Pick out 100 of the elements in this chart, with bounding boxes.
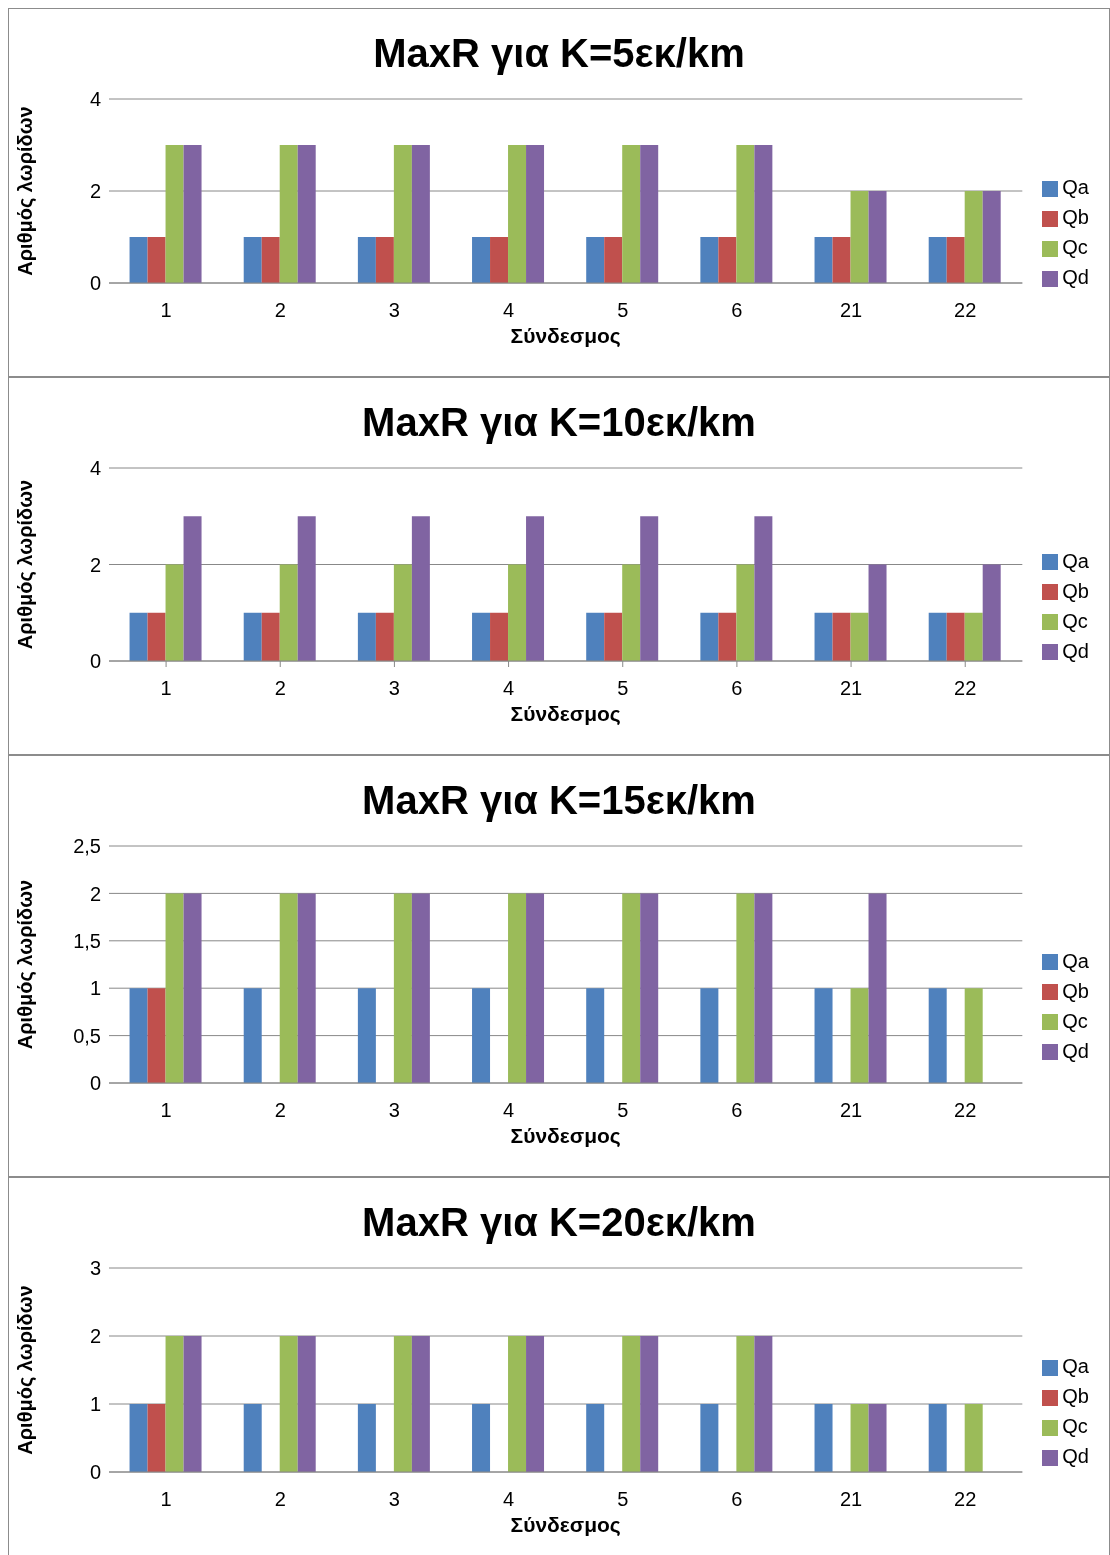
x-tick-label: 21 — [839, 1488, 863, 1511]
chart-title: MaxR για K=15εκ/km — [362, 778, 756, 822]
x-tick-label: 1 — [160, 1488, 172, 1511]
x-tick-label: 6 — [731, 1099, 743, 1122]
bar — [129, 612, 148, 661]
x-tick-label: 4 — [503, 1488, 515, 1511]
bar — [928, 237, 947, 283]
bar — [279, 145, 298, 283]
x-axis-title: Σύνδεσμος — [510, 324, 621, 348]
y-tick-label: 4 — [89, 457, 101, 480]
bar — [490, 612, 509, 661]
bar — [261, 612, 280, 661]
y-tick-label: 0 — [89, 1072, 101, 1095]
bar — [297, 516, 316, 661]
y-tick-label: 3 — [89, 1257, 101, 1280]
x-tick-label: 22 — [954, 1099, 977, 1122]
x-tick-label: 4 — [503, 299, 515, 322]
bar — [243, 612, 262, 661]
x-axis-title: Σύνδεσμος — [510, 702, 621, 726]
x-tick-label: 21 — [839, 299, 863, 322]
y-tick-label: 2 — [89, 1325, 101, 1348]
bar — [754, 145, 773, 283]
x-tick-label: 3 — [388, 299, 400, 322]
legend-label: Qa — [1062, 549, 1089, 572]
bar — [147, 237, 166, 283]
bar — [946, 237, 965, 283]
bar — [718, 237, 737, 283]
bar — [850, 612, 869, 661]
bar — [736, 564, 755, 661]
bar — [604, 237, 623, 283]
bar — [472, 612, 491, 661]
bar — [357, 612, 376, 661]
bar — [814, 237, 833, 283]
bar — [832, 612, 851, 661]
x-tick-label: 2 — [274, 1099, 286, 1122]
bar — [165, 564, 184, 661]
bar — [261, 237, 280, 283]
bar — [964, 191, 983, 283]
bar — [375, 237, 394, 283]
bar — [165, 145, 184, 283]
bar — [586, 612, 605, 661]
bar — [832, 237, 851, 283]
bar — [982, 191, 1001, 283]
y-tick-label: 2 — [89, 553, 101, 576]
x-tick-label: 6 — [731, 299, 743, 322]
y-tick-label: 2 — [89, 882, 101, 905]
bar — [183, 145, 202, 283]
bar — [946, 612, 965, 661]
x-tick-label: 22 — [954, 1488, 977, 1511]
bar — [814, 612, 833, 661]
x-tick-label: 4 — [503, 1099, 515, 1122]
x-tick-label: 2 — [274, 299, 286, 322]
legend-label: Qd — [1062, 266, 1089, 288]
bar — [411, 145, 430, 283]
bar — [279, 564, 298, 661]
x-tick-label: 21 — [839, 677, 863, 700]
y-tick-label: 0 — [89, 650, 101, 673]
bar — [393, 145, 412, 283]
x-tick-label: 6 — [731, 1488, 743, 1511]
y-tick-label: 1 — [89, 1393, 101, 1416]
x-tick-label: 5 — [617, 1099, 629, 1122]
bar — [147, 612, 166, 661]
x-axis-title: Σύνδεσμος — [510, 1124, 621, 1148]
y-axis-title: Αριθμός λωρίδων — [14, 1285, 37, 1455]
legend-label: Qa — [1062, 176, 1089, 198]
x-tick-label: 5 — [617, 677, 629, 700]
legend-label: Qb — [1062, 979, 1089, 1002]
x-tick-label: 5 — [617, 299, 629, 322]
legend-label: Qb — [1062, 579, 1089, 602]
x-tick-label: 5 — [617, 1488, 629, 1511]
bar — [393, 564, 412, 661]
x-tick-label: 1 — [160, 1099, 172, 1122]
x-tick-label: 22 — [954, 299, 977, 322]
bar — [357, 237, 376, 283]
y-tick-label: 4 — [89, 88, 101, 111]
bar — [982, 564, 1001, 661]
bar — [700, 237, 719, 283]
x-tick-label: 6 — [731, 677, 743, 700]
bar — [183, 516, 202, 661]
bar — [243, 237, 262, 283]
legend-label: Qd — [1062, 1445, 1089, 1467]
x-tick-label: 1 — [160, 299, 172, 322]
bar — [640, 145, 659, 283]
legend-label: Qc — [1062, 236, 1088, 258]
x-tick-label: 1 — [160, 677, 172, 700]
legend-label: Qc — [1062, 1415, 1088, 1437]
bar — [375, 612, 394, 661]
bar — [640, 516, 659, 661]
y-tick-label: 1 — [89, 977, 101, 1000]
bar — [754, 516, 773, 661]
x-tick-label: 21 — [839, 1099, 863, 1122]
y-tick-label: 0,5 — [73, 1024, 101, 1047]
bar — [736, 145, 755, 283]
bar — [472, 237, 491, 283]
legend-label: Qd — [1062, 1039, 1089, 1062]
y-axis-title: Αριθμός λωρίδων — [14, 479, 37, 650]
x-tick-label: 4 — [503, 677, 515, 700]
chart-title: MaxR για K=10εκ/km — [362, 400, 756, 444]
y-tick-label: 2,5 — [73, 835, 101, 858]
x-tick-label: 3 — [388, 1099, 400, 1122]
